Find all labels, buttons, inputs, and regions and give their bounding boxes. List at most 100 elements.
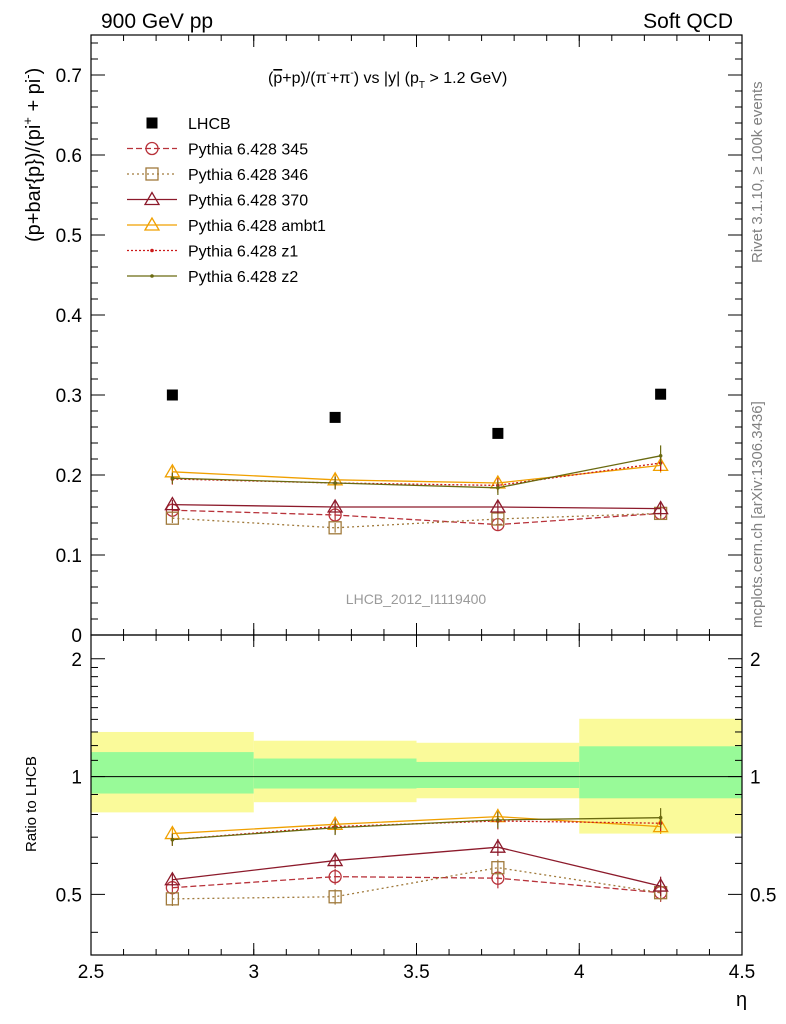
ratio-series-line — [172, 817, 661, 841]
legend-label: Pythia 6.428 346 — [188, 167, 308, 184]
marker-dot — [333, 481, 337, 485]
ratio-tick-label-right: 1 — [750, 768, 761, 789]
series-0 — [165, 503, 668, 902]
ratio-plot-frame — [90, 634, 743, 956]
marker-triangle — [326, 852, 344, 867]
series-line — [172, 464, 661, 484]
marker-square — [165, 511, 180, 525]
marker-dot — [170, 837, 175, 842]
series-line — [172, 503, 661, 510]
ratio-tick-label-right: 0.5 — [750, 885, 776, 906]
marker-dot — [150, 248, 154, 253]
ratio-tick-label-left: 1 — [71, 768, 82, 789]
marker-circle — [328, 869, 342, 884]
main-ylabel: (p+bar{p})/(pi+ + pi-) — [20, 68, 45, 242]
y-tick-label: 0.5 — [56, 226, 82, 247]
series-5 — [170, 445, 663, 846]
y-tick-label: 0.2 — [56, 466, 82, 487]
header-right: Soft QCD — [643, 10, 733, 33]
ratio-ylabel: Ratio to LHCB — [23, 756, 40, 852]
series-line — [172, 509, 661, 526]
marker-dot — [658, 454, 663, 458]
x-tick-label: 3 — [248, 962, 259, 983]
marker-dot — [333, 825, 337, 830]
axis-ticks: 2.5 3 3.5 4 4.5 0 0.1 0.2 0.3 0.4 0.5 0.6 0.7 0.5 0.5 1… — [56, 35, 776, 983]
series-2 — [164, 496, 669, 897]
ratio-series-line — [172, 815, 661, 835]
marker-triangle — [143, 191, 161, 206]
marker-data-square — [329, 411, 341, 423]
ratio-series-line — [172, 846, 661, 887]
marker-dot — [170, 476, 175, 481]
series-line — [172, 455, 661, 489]
analysis-watermark: LHCB_2012_I1119400 — [346, 591, 487, 607]
legend-entry-5: Pythia 6.428 z2 — [127, 269, 298, 286]
rivet-label: Rivet 3.1.10, ≥ 100k events — [749, 81, 766, 263]
marker-square — [165, 892, 180, 906]
x-tick-label: 4.5 — [729, 962, 755, 983]
ratio-series-line — [172, 875, 661, 894]
legend: LHCB Pythia 6.428 345 Pythia 6.428 346 Pyth… — [127, 116, 326, 286]
x-axis-label: η — [736, 989, 747, 1011]
legend-label: Pythia 6.428 z1 — [188, 244, 298, 261]
legend-entry-2: Pythia 6.428 370 — [127, 191, 308, 210]
legend-label: Pythia 6.428 ambt1 — [188, 218, 326, 235]
ratio-band-inner — [416, 761, 580, 788]
legend-entry-4: Pythia 6.428 z1 — [127, 244, 298, 261]
marker-triangle — [652, 877, 669, 892]
marker-square — [145, 167, 159, 181]
marker-triangle — [489, 498, 507, 513]
marker-square — [328, 521, 342, 535]
ratio-band-inner — [579, 746, 742, 799]
marker-triangle — [326, 498, 344, 513]
marker-triangle — [164, 496, 181, 511]
ratio-bands — [91, 718, 742, 834]
legend-label: Pythia 6.428 370 — [188, 193, 308, 210]
marker-square — [328, 890, 342, 904]
legend-entry-0: Pythia 6.428 345 — [127, 142, 308, 159]
marker-data-square — [146, 117, 158, 129]
marker-dot — [496, 818, 500, 822]
legend-entry-data: LHCB — [146, 116, 231, 133]
ratio-band-inner — [91, 752, 254, 794]
ratio-tick-label-right: 2 — [750, 650, 761, 671]
header-left: 900 GeV pp — [101, 10, 213, 33]
legend-label: LHCB — [188, 116, 231, 133]
legend-label: Pythia 6.428 z2 — [188, 269, 298, 286]
legend-entry-1: Pythia 6.428 346 — [127, 167, 308, 184]
ratio-tick-label-left: 2 — [71, 650, 82, 671]
x-tick-label: 4 — [574, 962, 585, 983]
series-line — [172, 512, 661, 529]
y-tick-label: 0.7 — [56, 66, 82, 87]
marker-data-square — [166, 389, 178, 401]
marker-triangle — [164, 871, 181, 886]
plot-title: (p+p)/(π-+π-) vs |y| (pT > 1.2 GeV) — [268, 68, 507, 91]
marker-square — [491, 861, 505, 875]
ratio-band-inner — [253, 758, 417, 789]
x-tick-label: 3.5 — [403, 962, 429, 983]
marker-triangle — [143, 216, 161, 231]
ratio-series-line — [172, 867, 661, 900]
mcplots-label: mcplots.cern.ch [arXiv:1306.3436] — [749, 401, 766, 628]
marker-dot — [658, 815, 663, 820]
marker-data-square — [492, 427, 504, 439]
series-1 — [165, 506, 668, 906]
y-tick-label: 0 — [71, 626, 82, 647]
marker-triangle — [652, 500, 669, 515]
marker-dot — [496, 486, 500, 490]
legend-entry-3: Pythia 6.428 ambt1 — [127, 216, 326, 235]
x-tick-label: 2.5 — [78, 962, 104, 983]
y-tick-label: 0.3 — [56, 386, 82, 407]
y-tick-label: 0.1 — [56, 546, 82, 567]
legend-label: Pythia 6.428 345 — [188, 142, 308, 159]
marker-dot — [150, 274, 154, 278]
series-layer — [164, 388, 669, 906]
marker-circle — [145, 141, 159, 156]
ratio-tick-label-left: 0.5 — [56, 885, 82, 906]
data-series — [166, 388, 667, 439]
marker-data-square — [655, 388, 667, 400]
y-tick-label: 0.6 — [56, 146, 82, 167]
y-tick-label: 0.4 — [56, 306, 83, 327]
marker-triangle — [489, 838, 507, 853]
